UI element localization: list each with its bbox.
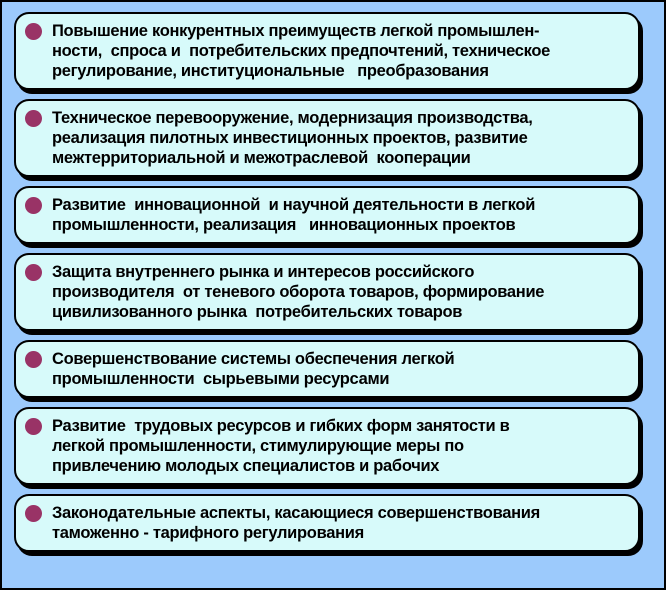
goal-text-line: Законодательные аспекты, касающиеся сове… xyxy=(52,504,540,522)
bullet-icon xyxy=(25,418,42,435)
goal-box-domestic-market-protection: Защита внутреннего рынка и интересов рос… xyxy=(14,253,640,331)
goal-text-line: легкой промышленности, стимулирующие мер… xyxy=(52,437,464,455)
bullet-icon xyxy=(25,505,42,522)
goal-text-line: межтерриториальной и межотраслевой коопе… xyxy=(52,149,471,167)
goal-box-innovation-science: Развитие инновационной и научной деятель… xyxy=(14,186,640,244)
goal-text-line: Техническое перевооружение, модернизация… xyxy=(52,109,533,127)
goal-box-labor-resources: Развитие трудовых ресурсов и гибких форм… xyxy=(14,407,640,485)
goal-text-line: Повышение конкурентных преимуществ легко… xyxy=(52,22,540,40)
goal-text-line: Развитие инновационной и научной деятель… xyxy=(52,196,536,214)
goal-text-line: привлечению молодых специалистов и рабоч… xyxy=(52,457,440,475)
goal-text-line: Совершенствование системы обеспечения ле… xyxy=(52,350,455,368)
goal-text-line: ности, спроса и потребительских предпочт… xyxy=(52,42,551,60)
goal-text-line: Защита внутреннего рынка и интересов рос… xyxy=(52,263,475,281)
goal-text-line: реализация пилотных инвестиционных проек… xyxy=(52,129,528,147)
goal-text-line: таможенно - тарифного регулирования xyxy=(52,524,364,542)
bullet-icon xyxy=(25,264,42,281)
bullet-icon xyxy=(25,351,42,368)
bullet-icon xyxy=(25,110,42,127)
goal-box-legislative-customs: Законодательные аспекты, касающиеся сове… xyxy=(14,494,640,552)
goal-text-line: регулирование, институциональные преобра… xyxy=(52,62,489,80)
goal-box-technical-modernization: Техническое перевооружение, модернизация… xyxy=(14,99,640,177)
goal-box-competitive-advantages: Повышение конкурентных преимуществ легко… xyxy=(14,12,640,90)
bullet-icon xyxy=(25,197,42,214)
bullet-icon xyxy=(25,23,42,40)
goal-text-line: промышленности, реализация инновационных… xyxy=(52,216,516,234)
goal-text-line: Развитие трудовых ресурсов и гибких форм… xyxy=(52,417,510,435)
goal-box-raw-materials-supply: Совершенствование системы обеспечения ле… xyxy=(14,340,640,398)
goal-text-line: производителя от теневого оборота товаро… xyxy=(52,283,545,301)
goal-text-line: цивилизованного рынка потребительских то… xyxy=(52,303,463,321)
goal-text-line: промышленности сырьевыми ресурсами xyxy=(52,370,390,388)
